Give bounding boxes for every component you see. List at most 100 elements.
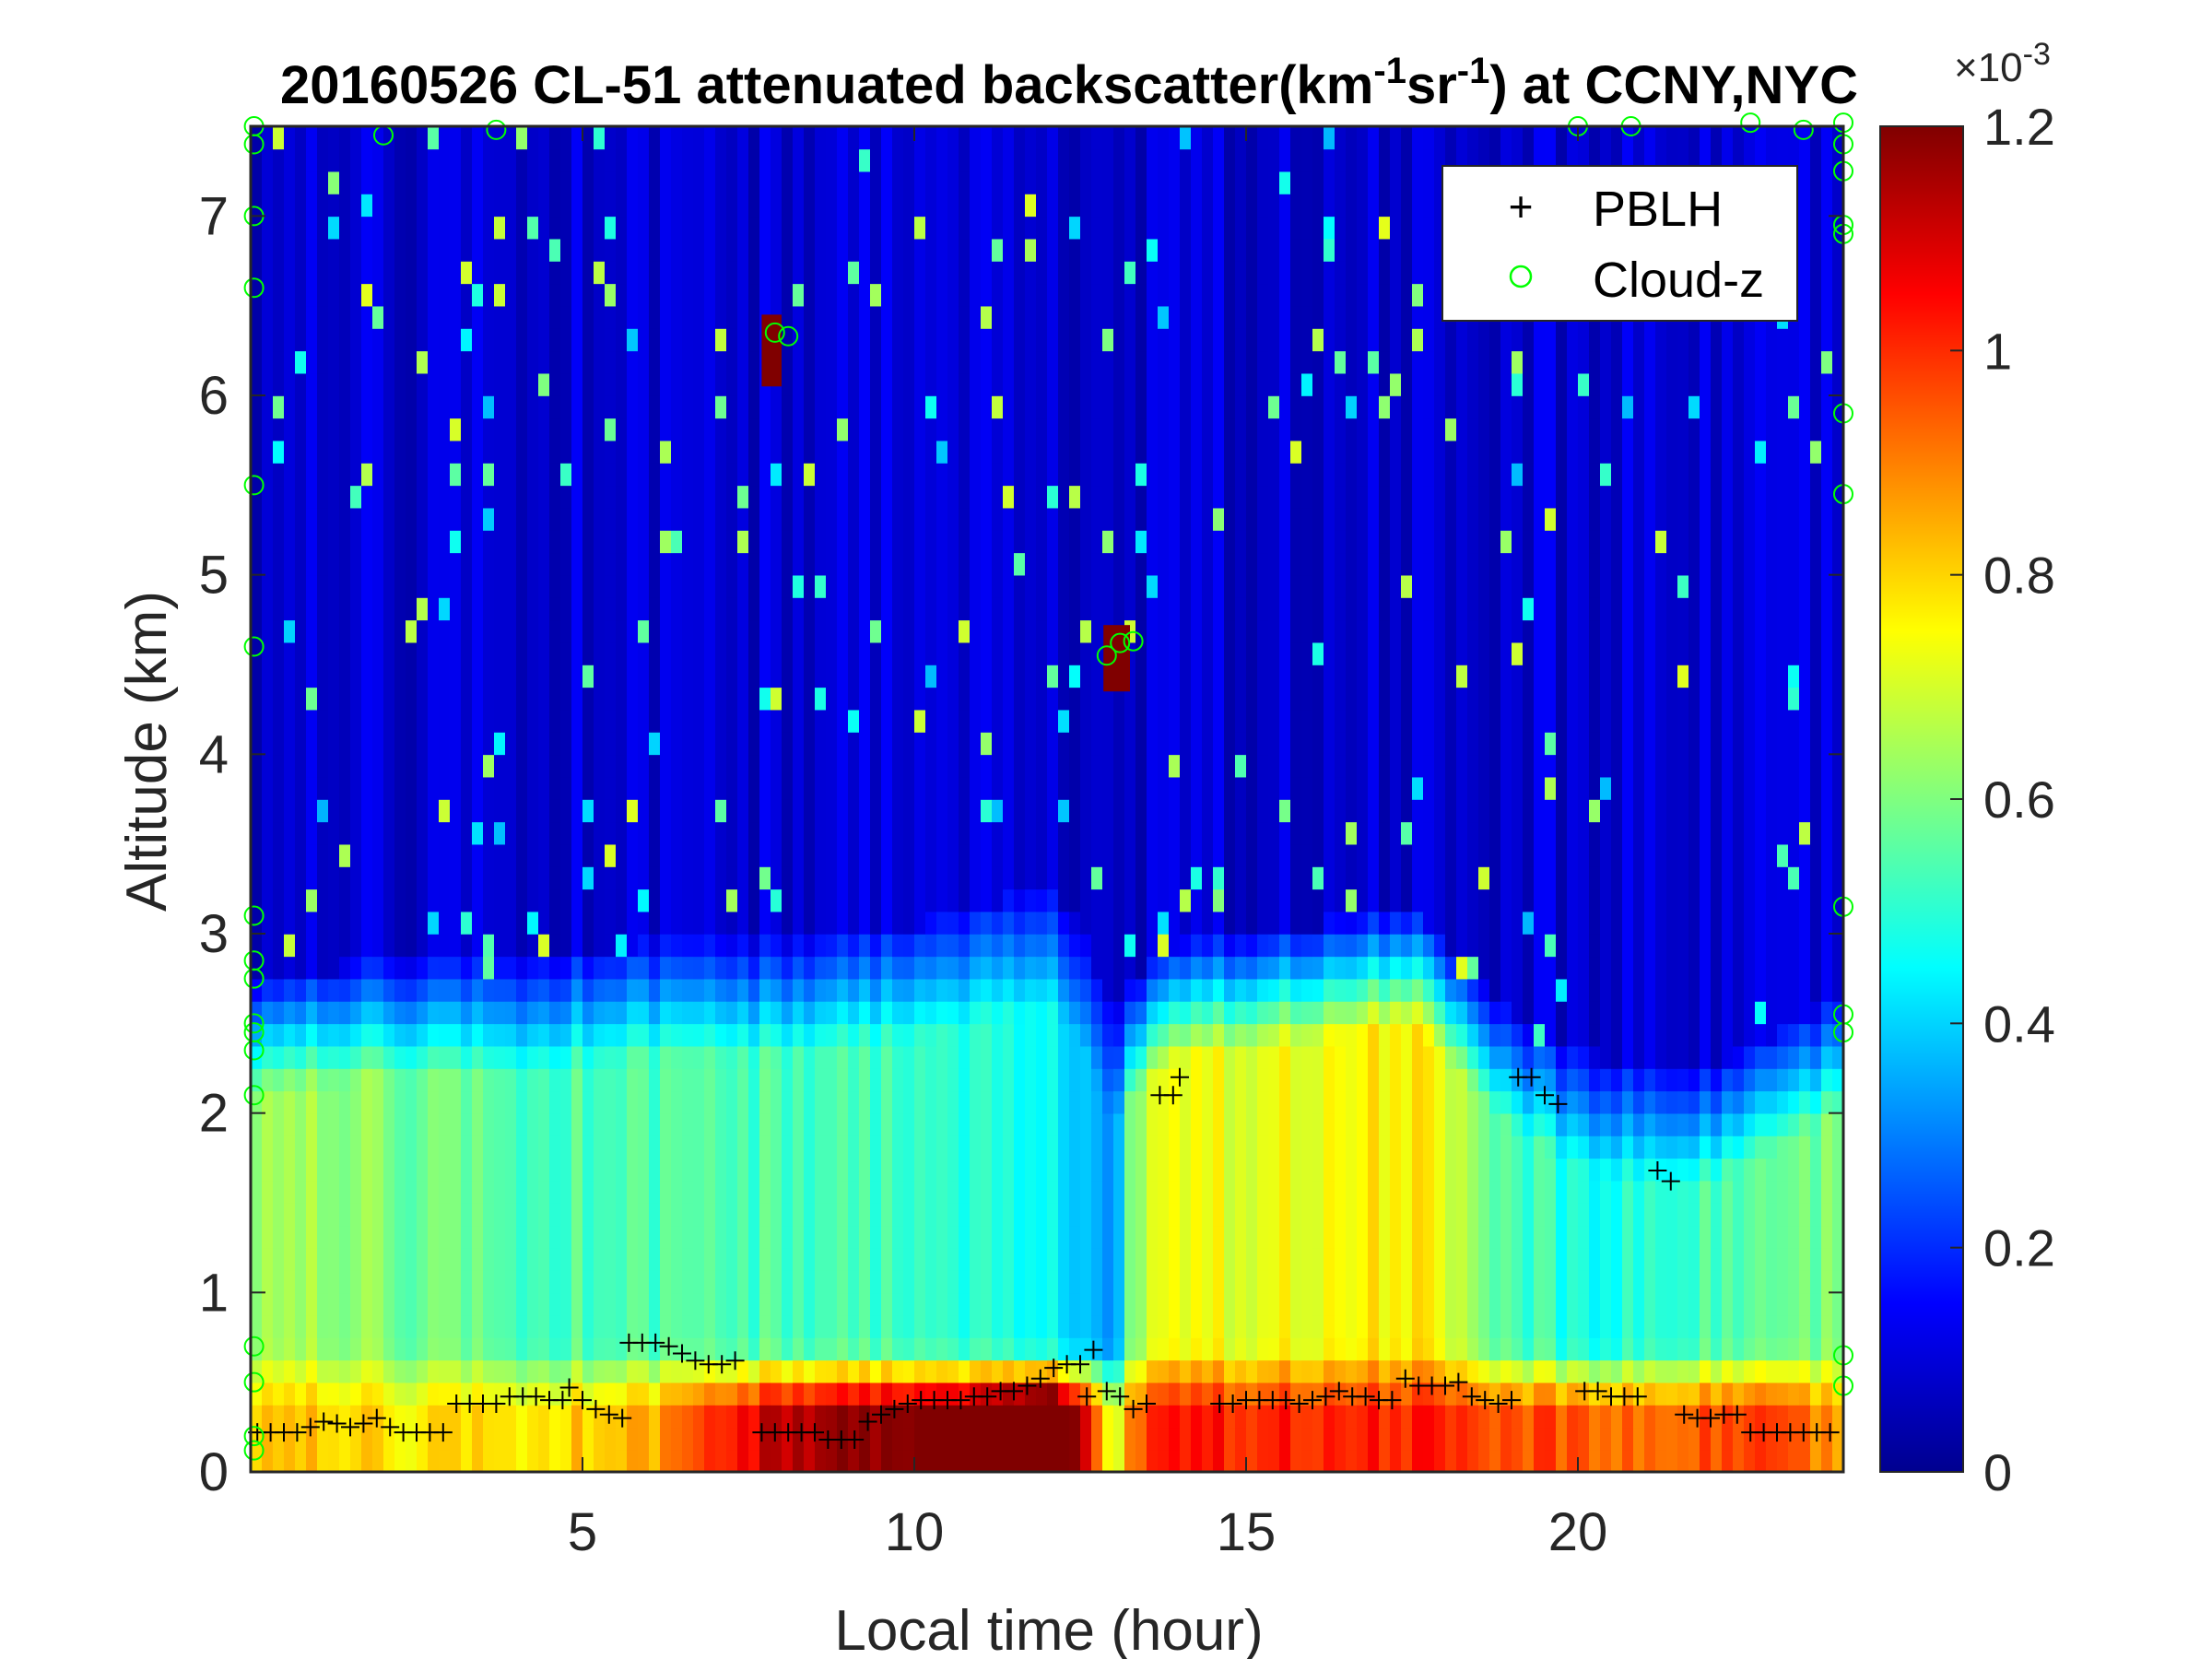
heatmap-cell [273, 978, 285, 1002]
heatmap-cell [1135, 574, 1147, 598]
heatmap-cell [605, 328, 617, 352]
heatmap-cell [1102, 283, 1114, 307]
heatmap-cell [903, 1427, 915, 1451]
heatmap-cell [616, 283, 628, 307]
heatmap-cell [450, 507, 462, 531]
heatmap-cell [959, 978, 971, 1002]
heatmap-cell [406, 1382, 418, 1406]
heatmap-cell [1036, 709, 1048, 733]
heatmap-cell [605, 1292, 617, 1316]
heatmap-cell [417, 1090, 429, 1114]
heatmap-cell [748, 597, 760, 621]
heatmap-cell [494, 619, 506, 643]
heatmap-cell [981, 1270, 993, 1294]
heatmap-cell [406, 1001, 418, 1025]
heatmap-cell [848, 485, 860, 509]
heatmap-cell [417, 821, 429, 845]
heatmap-cell [859, 395, 871, 419]
heatmap-cell [638, 911, 650, 935]
heatmap-cell [582, 1359, 594, 1383]
heatmap-cell [638, 1427, 650, 1451]
heatmap-cell [527, 418, 539, 441]
heatmap-cell [571, 216, 583, 240]
heatmap-cell [638, 732, 650, 756]
heatmap-cell [306, 328, 318, 352]
heatmap-cell [837, 709, 849, 733]
heatmap-cell [417, 238, 429, 262]
heatmap-cell [428, 463, 440, 487]
heatmap-cell [771, 687, 782, 711]
heatmap-cell [616, 1337, 628, 1361]
heatmap-cell [1014, 1405, 1026, 1429]
heatmap-cell [737, 1068, 749, 1092]
heatmap-cell [450, 934, 462, 958]
heatmap-cell [560, 1314, 572, 1338]
heatmap-cell [328, 1449, 340, 1473]
heatmap-cell [947, 1112, 959, 1136]
heatmap-cell [317, 709, 329, 733]
heatmap-cell [273, 1112, 285, 1136]
heatmap-cell [560, 1225, 572, 1249]
heatmap-cell [815, 1449, 827, 1473]
heatmap-cell [605, 934, 617, 958]
heatmap-cell [759, 1359, 771, 1383]
heatmap-cell [804, 1405, 816, 1429]
heatmap-cell [826, 1068, 838, 1092]
heatmap-cell [715, 1405, 727, 1429]
heatmap-cell [450, 552, 462, 576]
heatmap-cell [251, 1158, 263, 1182]
heatmap-cell [483, 978, 495, 1002]
heatmap-cell [394, 440, 406, 464]
heatmap-cell [273, 934, 285, 958]
heatmap-cell [306, 171, 318, 194]
heatmap-cell [1069, 1090, 1081, 1114]
heatmap-cell [538, 507, 550, 531]
heatmap-cell [737, 776, 749, 800]
heatmap-cell [383, 1247, 395, 1271]
heatmap-cell [1080, 978, 1092, 1002]
heatmap-cell [649, 1247, 661, 1271]
heatmap-cell [848, 238, 860, 262]
heatmap-cell [560, 485, 572, 509]
heatmap-cell [372, 1247, 384, 1271]
heatmap-cell [317, 574, 329, 598]
heatmap-cell [627, 888, 639, 912]
heatmap-cell [1080, 261, 1092, 285]
heatmap-cell [804, 507, 816, 531]
heatmap-cell [726, 418, 738, 441]
heatmap-cell [306, 530, 318, 554]
heatmap-cell [594, 1068, 606, 1092]
heatmap-cell [859, 1292, 871, 1316]
heatmap-cell [616, 148, 628, 172]
heatmap-cell [1102, 776, 1114, 800]
heatmap-cell [582, 328, 594, 352]
heatmap-cell [1080, 619, 1092, 643]
heatmap-cell [605, 148, 617, 172]
heatmap-cell [527, 238, 539, 262]
heatmap-cell [704, 799, 716, 823]
heatmap-cell [881, 507, 893, 531]
heatmap-cell [1080, 126, 1092, 150]
heatmap-cell [892, 911, 904, 935]
heatmap-cell [704, 238, 716, 262]
heatmap-cell [516, 395, 528, 419]
heatmap-cell [704, 619, 716, 643]
heatmap-cell [262, 1180, 274, 1204]
heatmap-cell [682, 888, 694, 912]
heatmap-cell [782, 911, 794, 935]
heatmap-cell [726, 1247, 738, 1271]
heatmap-cell [848, 1449, 860, 1473]
heatmap-cell [450, 866, 462, 890]
heatmap-cell [417, 934, 429, 958]
heatmap-cell [892, 216, 904, 240]
heatmap-cell [494, 687, 506, 711]
heatmap-cell [251, 395, 263, 419]
heatmap-cell [483, 956, 495, 980]
heatmap-cell [649, 1045, 661, 1069]
heatmap-cell [350, 799, 362, 823]
heatmap-cell [804, 978, 816, 1002]
heatmap-cell [925, 485, 937, 509]
heatmap-cell [1058, 507, 1070, 531]
heatmap-cell [306, 866, 318, 890]
heatmap-cell [394, 372, 406, 396]
